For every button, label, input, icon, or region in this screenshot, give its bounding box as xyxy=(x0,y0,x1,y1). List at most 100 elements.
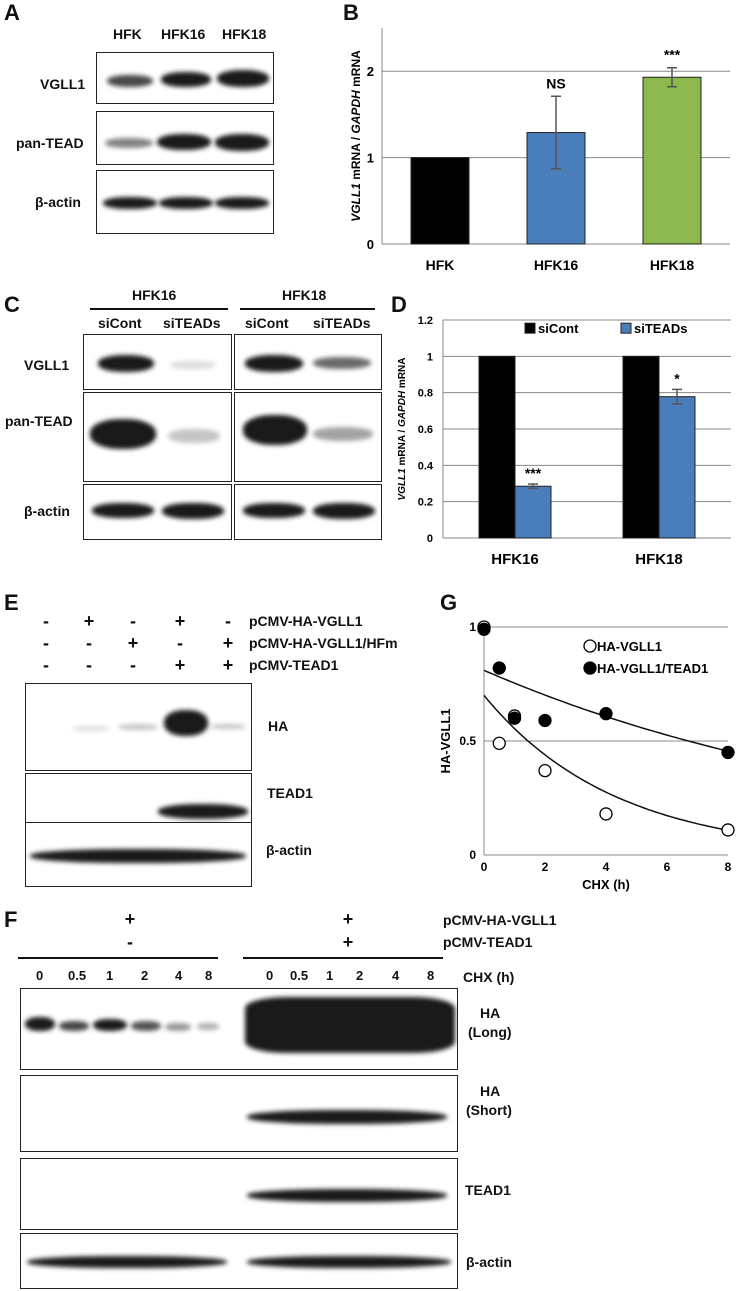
panel-e-row-label-3: pCMV-TEAD1 xyxy=(249,657,339,673)
panel-f-right-sign-2: + xyxy=(342,932,354,952)
chart-b-xtick-label: HFK16 xyxy=(534,257,579,273)
chart-d-bar-sicont-hfk18 xyxy=(622,355,660,539)
chart-d-legend-label-sicont: siCont xyxy=(538,321,579,336)
chart-b-ytick-label: 0 xyxy=(367,237,374,252)
chart-g-xlabel: CHX (h) xyxy=(582,877,630,892)
panel-c-lane-3: siCont xyxy=(245,315,289,331)
panel-g-letter: G xyxy=(440,590,458,615)
chart-g-legend-label-1: HA-VGLL1 xyxy=(597,639,662,654)
panel-f-chx-label: CHX (h) xyxy=(463,969,515,985)
chart-b-annotation: NS xyxy=(546,75,565,91)
chart-d-ytick-label: 0 xyxy=(427,533,433,545)
chart-d-annotation: * xyxy=(674,370,680,386)
panel-f-timepoint-label: 1 xyxy=(106,968,114,983)
chart-d-ytick-label: 0.4 xyxy=(418,460,434,472)
panel-c-lane-2: siTEADs xyxy=(163,315,221,331)
chart-g-ytick-label: 1 xyxy=(469,620,476,634)
chart-d-ylabel: VGLL1 mRNA / GAPDH mRNA xyxy=(397,357,408,500)
chart-g-ylabel: HA-VGLL1 xyxy=(438,709,453,774)
panel-a-lane-hfk18: HFK18 xyxy=(222,26,267,42)
panel-e-sign: + xyxy=(222,655,234,675)
chart-d-xtick-label: HFK18 xyxy=(635,551,683,568)
chart-g-point-series1 xyxy=(492,736,506,750)
panel-c-lane-4: siTEADs xyxy=(313,315,371,331)
panel-f-timepoint-label: 4 xyxy=(175,968,183,983)
chart-b-ytick-label: 2 xyxy=(367,64,374,79)
panel-c-group-hfk18: HFK18 xyxy=(282,287,327,303)
panel-f-timepoint-label: 4 xyxy=(392,968,400,983)
panel-a-row-pan-tead: pan-TEAD xyxy=(16,135,84,151)
panel-e-sign: - xyxy=(43,633,49,653)
panel-d-letter: D xyxy=(391,292,407,317)
panel-c-blot-pan-tead-hfk18 xyxy=(234,392,382,482)
panel-f-blot-tead1-line1: TEAD1 xyxy=(465,1182,511,1198)
panel-c-row-pan-tead: pan-TEAD xyxy=(5,413,73,429)
panel-c-blot-pan-tead-hfk16 xyxy=(83,392,232,482)
panel-c-group-line-hfk16 xyxy=(90,308,228,310)
chart-g-xtick-label: 0 xyxy=(481,860,488,874)
panel-c-blot-vgll1-hfk18 xyxy=(234,334,382,390)
panel-e-blot-label-tead1: TEAD1 xyxy=(267,785,313,801)
chart-d-bar-siteads-hfk18 xyxy=(658,396,696,539)
panel-e-blot-beta-actin xyxy=(25,822,252,887)
panel-a-row-beta-actin: β-actin xyxy=(35,194,81,210)
panel-f-timepoint-label: 1 xyxy=(326,968,334,983)
chart-g-legend-label-2: HA-VGLL1/TEAD1 xyxy=(597,661,708,676)
chart-g-legend-marker-1 xyxy=(583,639,597,653)
panel-f-blot-tead1 xyxy=(20,1158,458,1230)
panel-e-blot-label-ha: HA xyxy=(268,718,289,734)
panel-f-blot-beta-actin xyxy=(20,1233,458,1289)
panel-e-sign: - xyxy=(225,611,231,631)
panel-f-blot-ha-long-line2: (Long) xyxy=(468,1024,512,1040)
panel-f-row-label-2: pCMV-TEAD1 xyxy=(443,934,533,950)
chart-g-point-series1 xyxy=(538,763,552,778)
panel-a-lane-hfk: HFK xyxy=(113,26,142,42)
panel-e-sign: + xyxy=(127,633,139,653)
panel-f-right-sign-1: + xyxy=(342,909,354,929)
panel-f-blot-ha-short-line2: (Short) xyxy=(466,1102,512,1118)
panel-e-sign: + xyxy=(222,633,234,653)
panel-f-timepoint-label: 2 xyxy=(141,968,149,983)
chart-g-fit-curve-1 xyxy=(483,694,729,832)
chart-g-xtick-label: 2 xyxy=(542,860,549,874)
panel-f-left-sign-2: - xyxy=(127,932,133,952)
panel-f-timepoint-label: 0 xyxy=(266,968,274,983)
panel-f-blot-beta-actin-line1: β-actin xyxy=(466,1254,512,1270)
chart-d-ytick-label: 0.8 xyxy=(418,388,433,400)
chart-g-point-series2 xyxy=(538,713,552,728)
panel-e-blot-label-beta-actin: β-actin xyxy=(266,842,312,858)
panel-f-letter: F xyxy=(4,907,18,932)
panel-f-blot-ha-short xyxy=(20,1075,458,1152)
chart-g: 0 0.5 1 0 2 4 6 8 CHX (h) HA-VGLL1 HA-VGLL1 HA-VGLL… xyxy=(438,620,735,892)
panel-e-sign: + xyxy=(174,655,186,675)
panel-e-sign: - xyxy=(43,611,49,631)
chart-g-xtick-label: 8 xyxy=(725,860,732,874)
panel-f-group-line-right xyxy=(243,957,443,959)
panel-a-blot-beta-actin xyxy=(96,170,274,234)
panel-e-row-label-1: pCMV-HA-VGLL1 xyxy=(249,613,363,629)
panel-f-timepoint-label: 0.5 xyxy=(68,968,87,983)
panel-f-timepoint-label: 2 xyxy=(356,968,364,983)
panel-c-blot-beta-actin-hfk18 xyxy=(234,484,382,540)
panel-a-letter: A xyxy=(4,0,20,25)
chart-g-point-series2 xyxy=(492,661,506,675)
panel-a-blot-vgll1 xyxy=(96,52,274,104)
chart-g-point-series1 xyxy=(721,823,735,837)
chart-g-point-series2 xyxy=(507,711,522,725)
chart-d-bar-siteads-hfk16 xyxy=(514,485,552,539)
panel-c-row-vgll1: VGLL1 xyxy=(24,357,70,373)
chart-d-legend-label-siteads: siTEADs xyxy=(634,321,687,336)
panel-a-blot-pan-tead xyxy=(96,111,274,165)
panel-e-sign: - xyxy=(177,633,183,653)
chart-g-ytick-label: 0 xyxy=(469,848,476,862)
chart-g-point-series2 xyxy=(721,745,735,760)
chart-g-point-series2 xyxy=(477,622,491,636)
panel-e-sign: - xyxy=(43,655,49,675)
panel-f-blot-ha-long xyxy=(20,988,458,1070)
chart-b-ylabel: VGLL1 mRNA / GAPDH mRNA xyxy=(349,50,363,222)
panel-a-row-vgll1: VGLL1 xyxy=(40,76,86,92)
chart-d-ytick-label: 0.2 xyxy=(418,497,433,509)
chart-d-xtick-label: HFK16 xyxy=(491,551,539,568)
chart-d-ytick-label: 1 xyxy=(427,351,433,363)
panel-c-letter: C xyxy=(4,292,20,317)
